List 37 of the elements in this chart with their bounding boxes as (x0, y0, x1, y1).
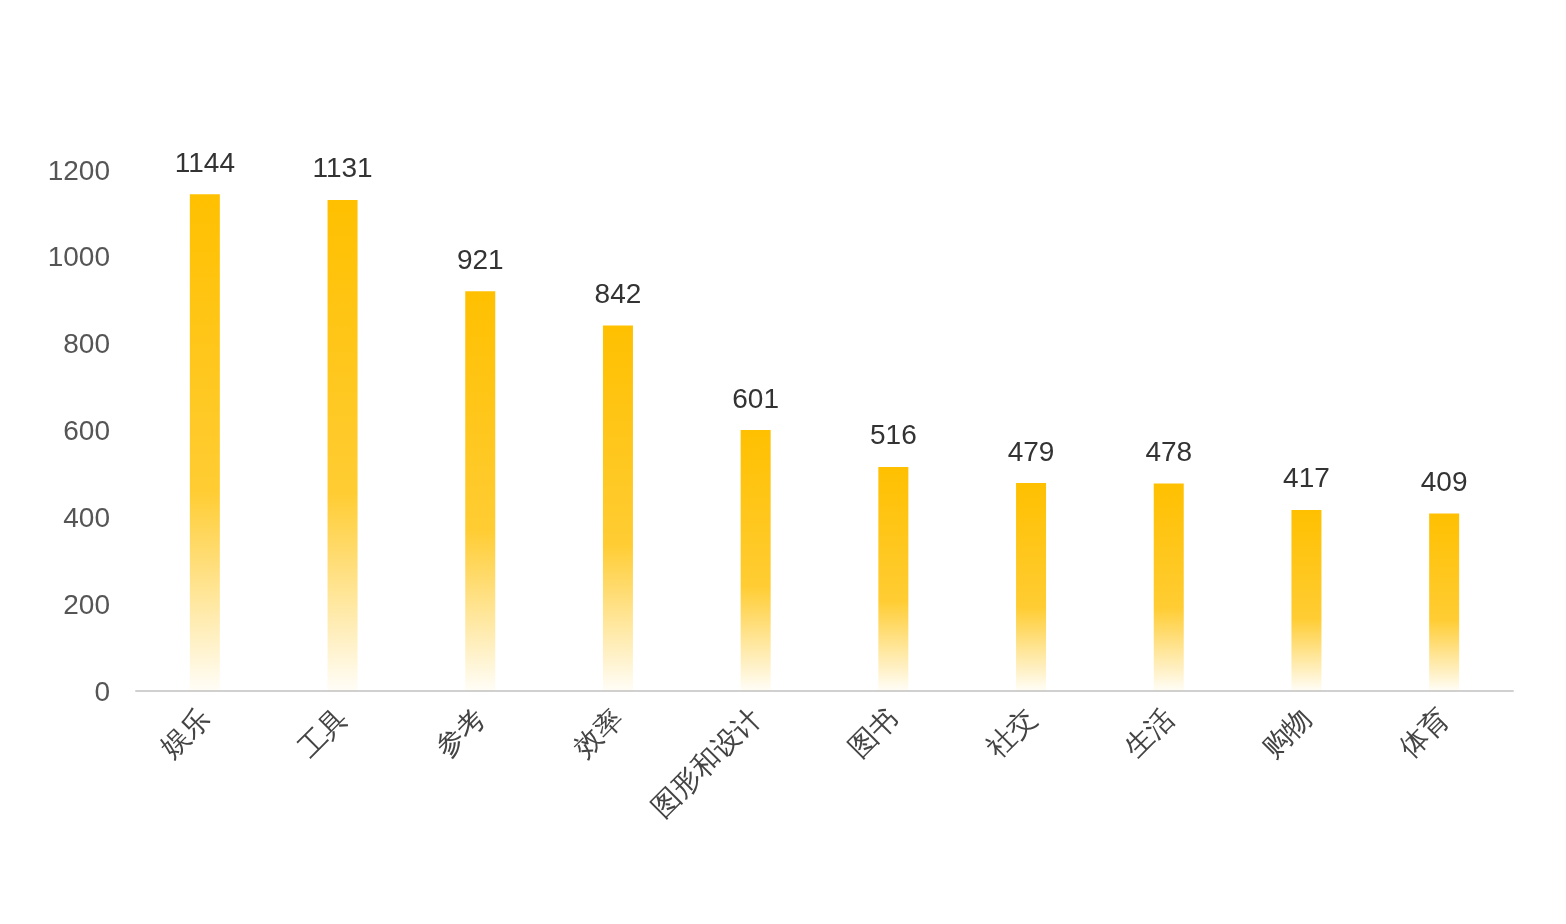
y-tick-label: 200 (63, 588, 110, 620)
bar (740, 430, 771, 691)
data-label: 1144 (174, 146, 235, 178)
bar (878, 466, 909, 691)
y-tick-label: 0 (94, 675, 110, 707)
bar (189, 194, 220, 691)
bar (1016, 483, 1047, 691)
data-label: 479 (1007, 435, 1055, 467)
data-label: 842 (594, 277, 642, 309)
x-tick-label: 图书 (842, 701, 906, 765)
data-label: 921 (456, 243, 504, 275)
bar (1291, 509, 1322, 691)
x-tick-label: 体育 (1392, 701, 1456, 765)
bar (1153, 483, 1184, 691)
bar (602, 325, 633, 691)
y-tick-label: 1200 (47, 154, 110, 186)
x-tick-label: 工具 (291, 701, 355, 765)
y-tick-label: 600 (63, 415, 110, 446)
data-label: 417 (1283, 462, 1330, 494)
data-label: 601 (732, 382, 780, 414)
y-tick-label: 1000 (47, 241, 110, 273)
x-tick-label: 娱乐 (153, 701, 217, 765)
y-tick-label: 800 (63, 328, 110, 360)
bar (327, 199, 358, 691)
bar (1429, 513, 1460, 691)
x-tick-label: 效率 (566, 701, 630, 765)
x-tick-label: 生活 (1117, 701, 1181, 765)
y-tick-label: 400 (63, 501, 110, 533)
data-label: 516 (869, 419, 917, 451)
data-label: 478 (1145, 435, 1193, 467)
x-tick-label: 图形和设计 (644, 701, 768, 824)
x-tick-label: 社交 (979, 701, 1043, 765)
data-label: 409 (1420, 465, 1468, 497)
bar (465, 291, 496, 691)
x-tick-label: 购物 (1255, 701, 1319, 765)
x-tick-label: 参考 (428, 701, 492, 765)
data-label: 1131 (312, 152, 373, 184)
